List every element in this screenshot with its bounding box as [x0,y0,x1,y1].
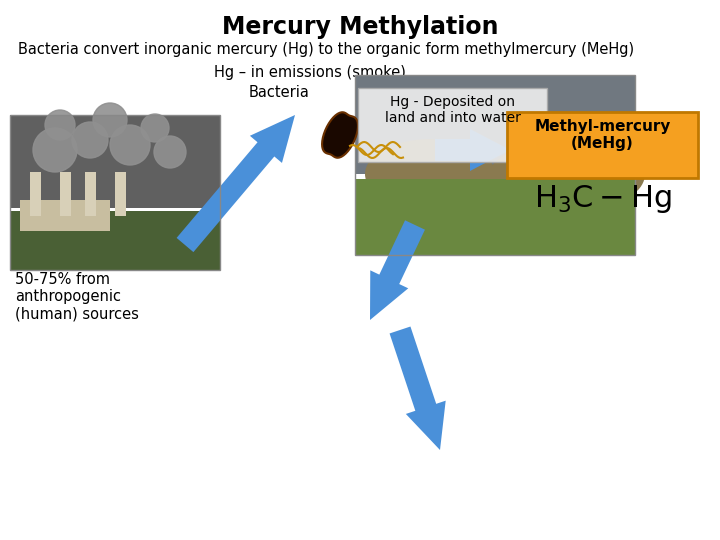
Text: Hg - Deposited on
land and into water: Hg - Deposited on land and into water [384,95,521,125]
Bar [115,172,126,216]
Circle shape [93,103,127,137]
Circle shape [154,136,186,168]
Text: Bacteria: Bacteria [249,85,310,100]
FancyArrow shape [370,220,425,320]
FancyArrow shape [390,327,446,450]
Circle shape [33,128,77,172]
Circle shape [72,122,108,158]
Circle shape [110,125,150,165]
Bar [10,211,220,270]
Bar [355,75,635,255]
Ellipse shape [490,146,590,201]
Bar [10,115,220,208]
Text: Bacteria convert inorganic mercury (Hg) to the organic form methylmercury (MeHg): Bacteria convert inorganic mercury (Hg) … [18,42,634,57]
FancyBboxPatch shape [358,88,547,162]
FancyArrow shape [435,129,510,171]
Ellipse shape [365,139,495,209]
FancyBboxPatch shape [507,112,698,178]
FancyArrow shape [176,115,295,252]
Bar [60,172,71,216]
Text: $\mathregular{H_3C-Hg}$: $\mathregular{H_3C-Hg}$ [534,183,672,215]
Polygon shape [322,112,358,158]
Bar [30,172,41,216]
Text: Mercury Methylation: Mercury Methylation [222,15,498,39]
Bar [10,115,220,270]
Text: 50-75% from
anthropogenic
(human) sources: 50-75% from anthropogenic (human) source… [15,272,139,322]
Circle shape [141,114,169,142]
Text: Methyl-mercury
(MeHg): Methyl-mercury (MeHg) [534,119,671,151]
Ellipse shape [555,144,645,204]
Bar [20,200,110,231]
Bar [355,75,635,174]
Bar [355,179,635,255]
Circle shape [45,110,75,140]
Text: Hg – in emissions (smoke): Hg – in emissions (smoke) [214,65,406,80]
Bar [85,172,96,216]
